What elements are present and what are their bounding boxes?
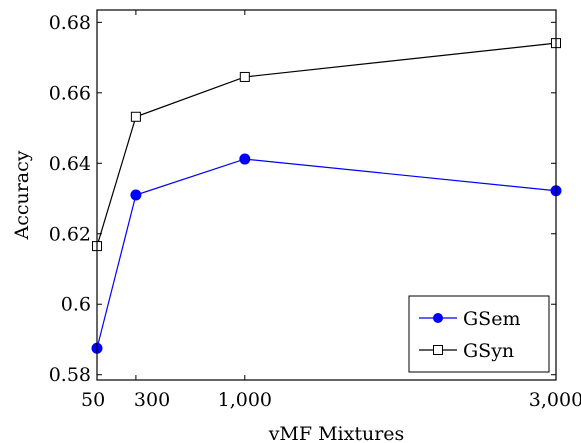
x-tick-label: 1,000 [218,389,272,411]
legend-marker-gsyn [433,345,443,355]
y-tick-label: 0.6 [61,294,91,316]
y-tick-label: 0.68 [49,12,91,34]
legend: GSem GSyn [408,295,550,373]
y-axis-ticks: 0.58 0.6 0.62 0.64 0.66 0.68 [49,12,556,386]
x-tick-label: 50 [81,389,105,411]
data-point-gsyn [130,111,141,122]
y-tick-label: 0.66 [49,82,91,104]
y-tick-label: 0.58 [49,364,91,386]
x-axis-label: vMF Mixtures [268,423,405,443]
legend-label-gsem: GSem [463,308,520,330]
plot-area-frame [96,9,557,381]
legend-label-gsyn: GSyn [463,340,514,362]
y-axis-label: Accuracy [11,150,33,240]
x-tick-label: 300 [134,389,170,411]
y-tick-label: 0.64 [49,153,91,175]
legend-entries: GSem GSyn [419,308,520,362]
y-tick-label: 0.62 [49,223,91,245]
legend-marker-gsem [433,313,443,323]
data-point-gsyn [239,71,250,82]
x-tick-label: 3,000 [529,389,581,411]
legend-box [408,295,550,373]
data-point-gsem [239,153,251,165]
series-line-gsyn [96,42,557,247]
data-point-gsem [130,189,142,201]
series-line-gsem [96,158,557,349]
